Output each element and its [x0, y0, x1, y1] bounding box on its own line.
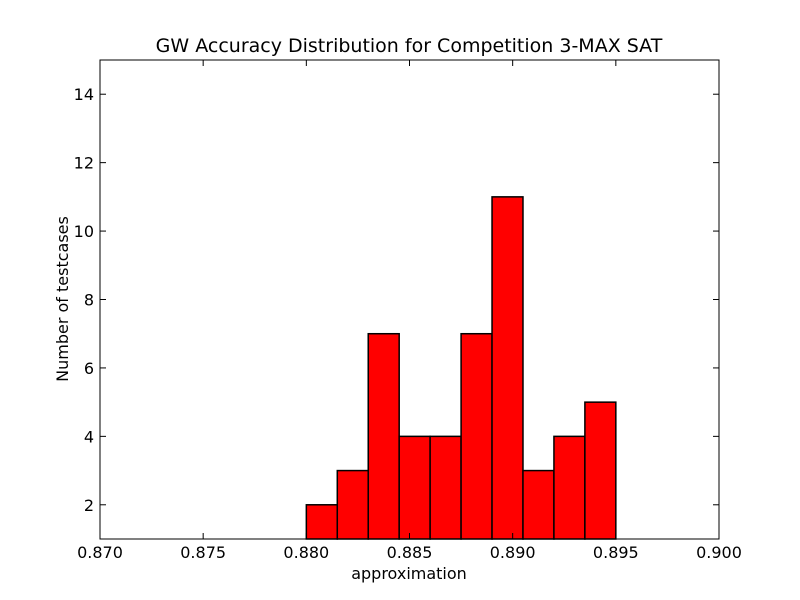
histogram-bar: [584, 401, 617, 540]
histogram-bar: [305, 504, 339, 540]
x-tick-label: 0.870: [77, 543, 123, 562]
x-tick-label: 0.885: [387, 543, 433, 562]
y-tick-label: 10: [74, 222, 94, 241]
x-axis: 0.870 0.875 0.880 0.885 0.890 0.895 0.900: [77, 60, 742, 562]
y-axis-label: Number of testcases: [53, 216, 72, 382]
histogram-bar: [367, 332, 400, 540]
x-tick-label: 0.880: [283, 543, 329, 562]
histogram-bar: [553, 435, 586, 540]
y-tick-label: 6: [84, 359, 94, 378]
x-tick-label: 0.875: [180, 543, 226, 562]
histogram-bar: [491, 196, 524, 540]
bars-group: [305, 196, 617, 540]
x-axis-label: approximation: [351, 564, 467, 583]
y-tick-label: 8: [84, 291, 94, 310]
x-tick-label: 0.900: [696, 543, 742, 562]
x-tick-label: 0.895: [593, 543, 639, 562]
y-tick-label: 4: [84, 427, 94, 446]
y-axis: 2 4 6 8 10 12 14: [74, 85, 719, 515]
y-tick-label: 2: [84, 496, 94, 515]
histogram-bar: [522, 469, 555, 540]
histogram-bar: [429, 435, 462, 540]
y-tick-label: 12: [74, 154, 94, 173]
y-tick-label: 14: [74, 85, 94, 104]
x-tick-label: 0.890: [490, 543, 536, 562]
histogram-bar: [460, 332, 493, 540]
histogram-bar: [398, 435, 431, 540]
chart-title: GW Accuracy Distribution for Competition…: [156, 35, 663, 57]
histogram-bar: [336, 469, 369, 540]
